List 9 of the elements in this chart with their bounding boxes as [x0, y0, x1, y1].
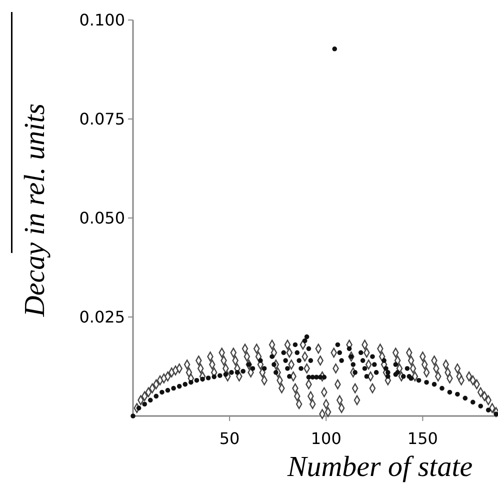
x-tick-label: 150 [407, 429, 438, 448]
y-tick-label: 0.025 [79, 308, 125, 327]
x-tick-label: 100 [310, 429, 342, 448]
y-tick-label: 0.050 [79, 208, 125, 228]
x-axis-title: Number of state [286, 451, 473, 483]
y-tick-label: 0.100 [79, 10, 125, 30]
y-axis-title: Decay in rel. units [19, 103, 51, 318]
y-tick-label: 0.075 [79, 110, 125, 129]
x-tick-label: 50 [219, 429, 240, 448]
